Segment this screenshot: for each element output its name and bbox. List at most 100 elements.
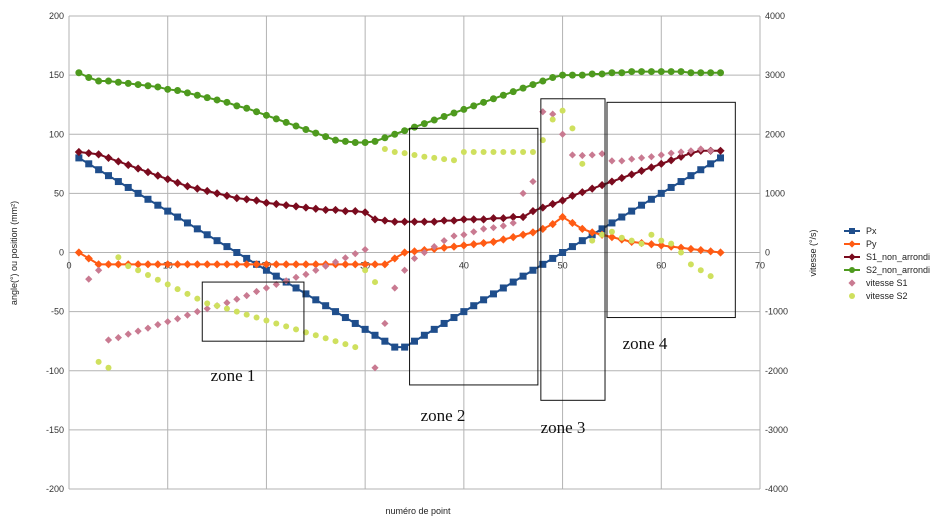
data-point [243, 292, 251, 300]
data-point [657, 151, 665, 159]
data-point [95, 77, 103, 85]
data-point [252, 196, 261, 205]
data-point [588, 184, 597, 193]
data-point [430, 242, 438, 251]
data-point [312, 266, 320, 274]
data-point [421, 153, 428, 160]
data-point [687, 69, 695, 77]
data-point [282, 118, 290, 126]
data-point [361, 325, 369, 333]
data-point [568, 243, 576, 251]
data-point [370, 215, 380, 224]
legend: Px Py S1_non_arrondi S2_non_arrondivitesse … [844, 226, 930, 301]
data-point [301, 260, 311, 269]
data-point [163, 175, 172, 184]
data-point [144, 195, 152, 203]
data-point [638, 240, 645, 247]
data-point [618, 69, 626, 77]
data-point [193, 184, 202, 193]
zone-box [409, 127, 539, 386]
data-point [519, 84, 527, 92]
data-point [500, 148, 507, 155]
data-point [232, 260, 241, 269]
data-point [331, 205, 340, 215]
data-point [678, 249, 685, 256]
x-tick-label: 40 [459, 261, 469, 271]
data-point [499, 284, 507, 292]
data-point [647, 68, 655, 76]
data-point [529, 266, 537, 274]
data-point [105, 364, 112, 371]
right-tick-label: -1000 [765, 307, 788, 317]
data-point [460, 308, 468, 316]
data-point [667, 183, 675, 191]
data-point [124, 160, 133, 170]
data-point [272, 280, 280, 289]
left-tick-label: 100 [49, 129, 64, 139]
data-point [351, 250, 359, 258]
data-point [440, 216, 449, 225]
data-point [539, 108, 547, 116]
data-point [667, 156, 676, 165]
zone-label: zone 2 [421, 406, 466, 425]
data-point [470, 228, 478, 236]
data-point [243, 254, 251, 262]
data-point [716, 248, 725, 257]
data-point [302, 270, 310, 278]
data-point [164, 281, 171, 288]
data-point [400, 217, 409, 226]
data-point [469, 215, 478, 224]
data-point [94, 260, 103, 269]
data-point [450, 232, 458, 240]
data-point [579, 160, 586, 167]
data-point [569, 125, 576, 132]
data-point [638, 201, 646, 209]
data-point [430, 325, 438, 333]
data-point [362, 267, 369, 274]
data-point [420, 217, 429, 226]
data-point [411, 123, 418, 131]
data-point [341, 207, 350, 216]
data-point [391, 284, 399, 292]
left-tick-label: -100 [46, 366, 64, 376]
data-point [173, 315, 182, 323]
data-point [657, 241, 666, 250]
right-tick-label: -4000 [765, 484, 788, 494]
data-point [301, 203, 311, 212]
data-point [706, 247, 715, 256]
right-axis-label: vitesse (°/s) [808, 229, 818, 276]
data-point [114, 260, 123, 269]
data-point [134, 81, 142, 89]
data-point [282, 277, 290, 285]
data-point [233, 308, 240, 315]
data-point [75, 154, 83, 162]
legend-item: vitesse S2 [849, 291, 908, 301]
data-point [450, 109, 458, 117]
data-point [272, 260, 281, 269]
data-point [509, 278, 517, 286]
x-tick-label: 60 [656, 261, 666, 271]
data-point [233, 295, 241, 303]
data-point [104, 77, 112, 85]
data-point [242, 260, 251, 269]
data-point [154, 83, 162, 91]
data-point [361, 245, 369, 254]
data-point [85, 73, 93, 81]
data-point [273, 320, 280, 327]
left-tick-label: -150 [46, 425, 64, 435]
data-point [252, 260, 261, 269]
data-point [135, 267, 142, 274]
data-point [104, 172, 112, 180]
data-point [430, 217, 439, 226]
x-tick-label: 50 [558, 261, 568, 271]
data-point [687, 261, 694, 268]
data-point [311, 204, 320, 213]
data-point [440, 319, 448, 327]
data-point [510, 148, 517, 155]
data-point [568, 151, 577, 159]
data-point [470, 148, 477, 155]
data-point [341, 314, 349, 322]
data-point [657, 68, 665, 76]
data-point [214, 302, 221, 309]
